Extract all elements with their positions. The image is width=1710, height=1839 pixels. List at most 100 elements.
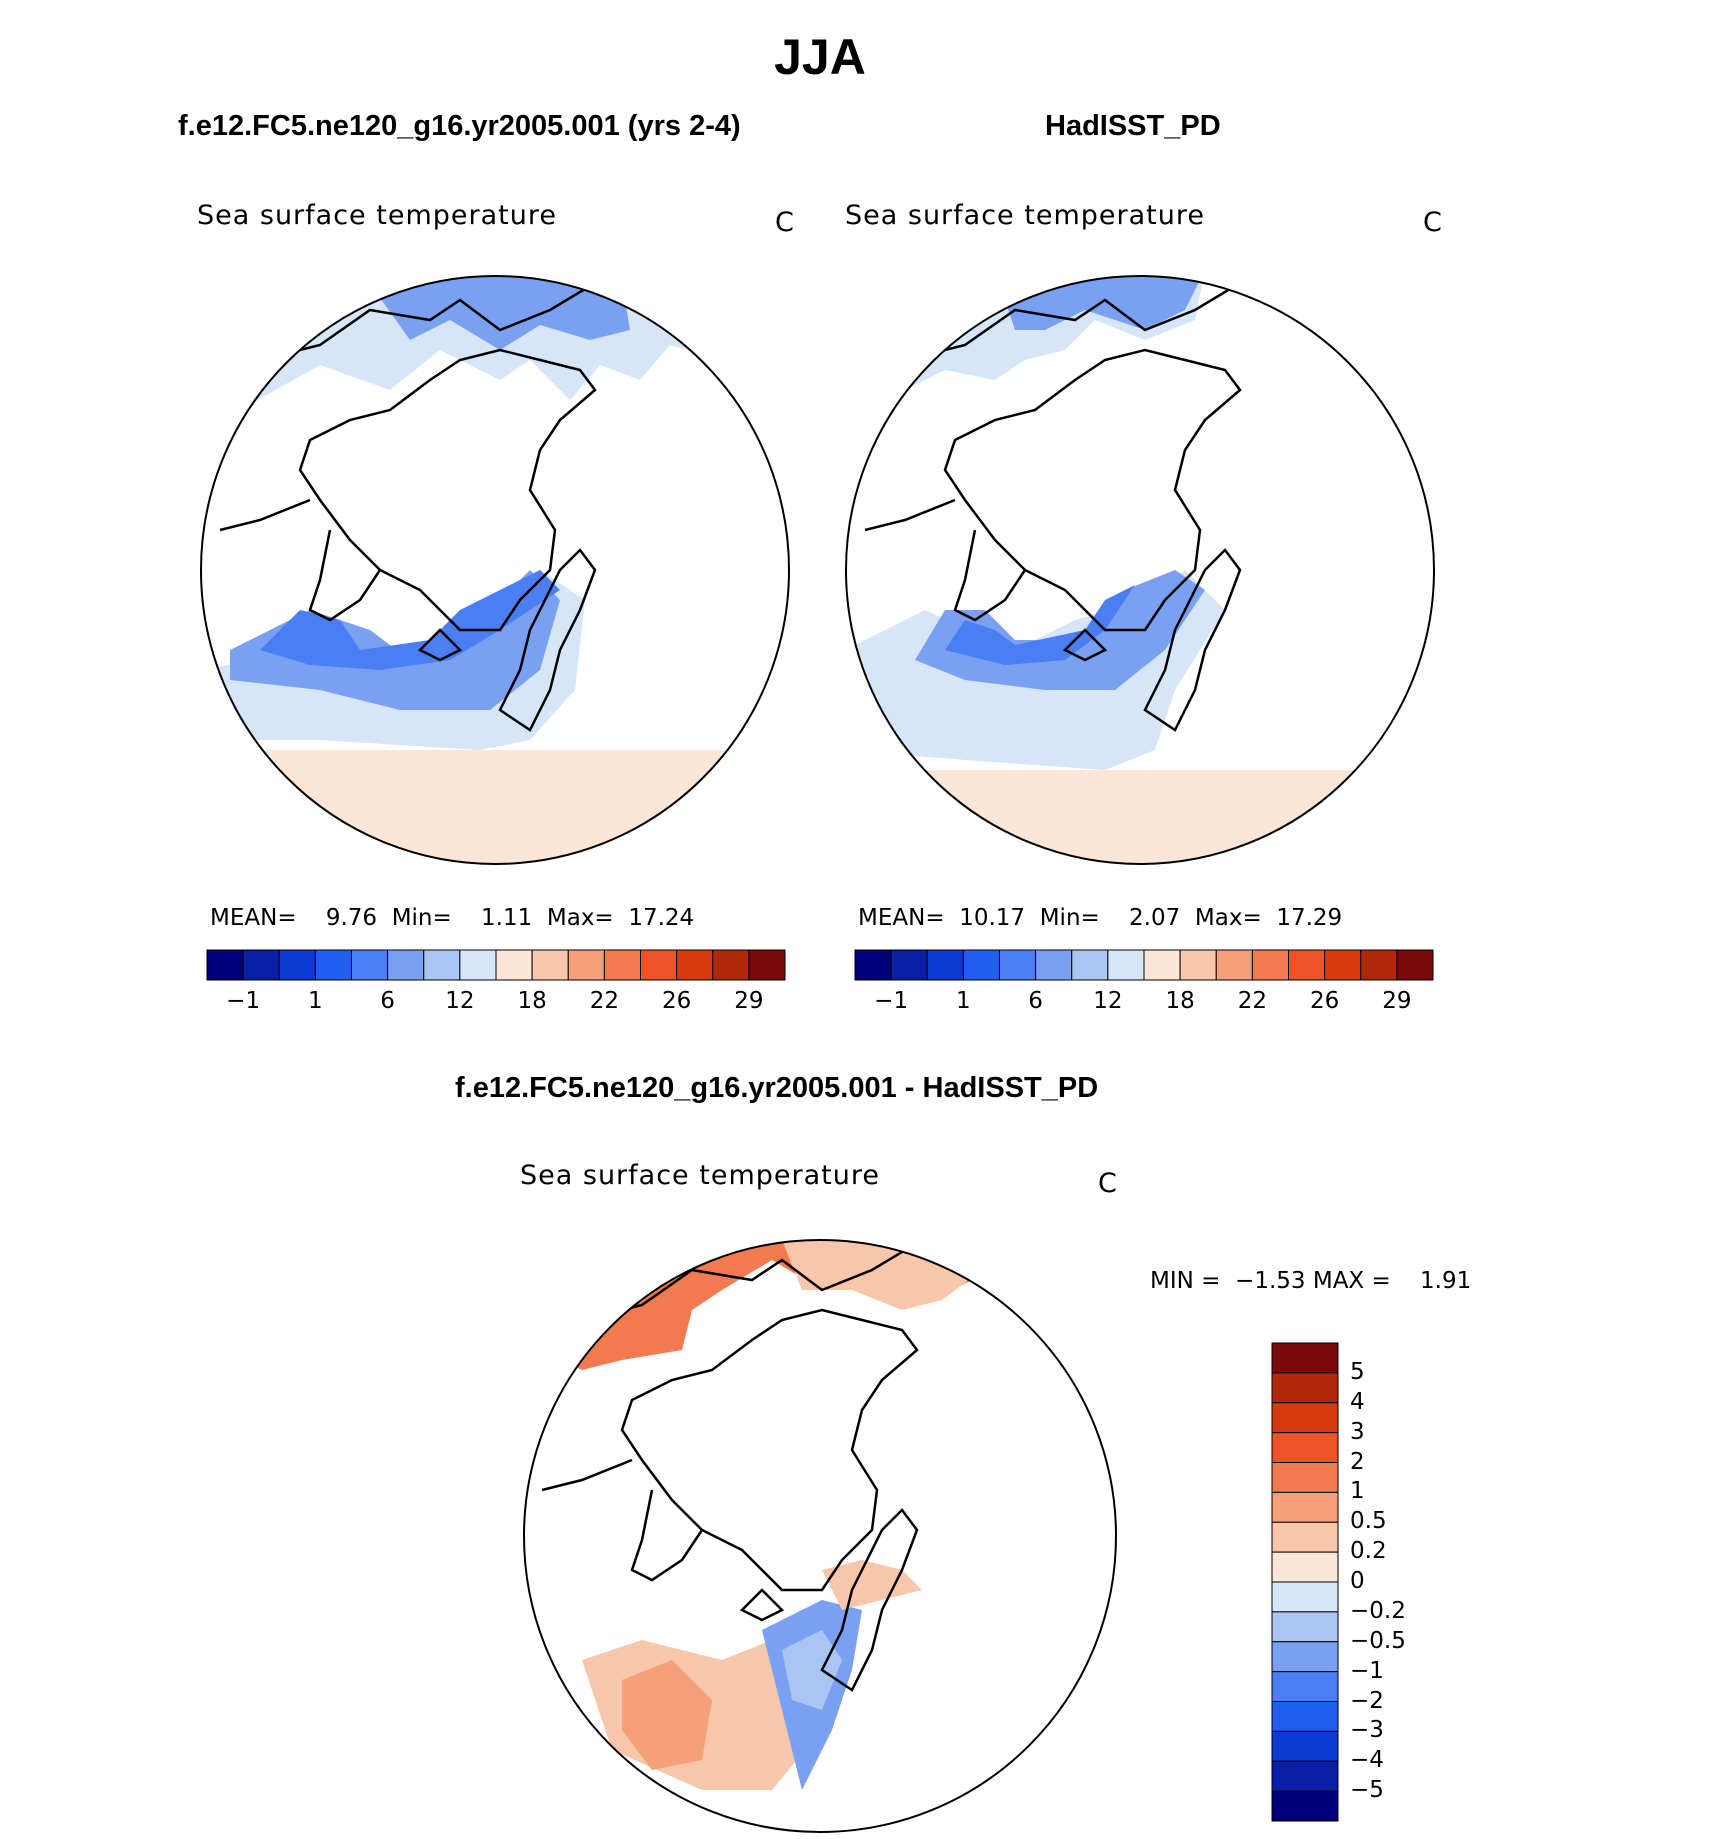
panel-2-colorbar-box: [1396, 949, 1434, 981]
panel-2-colorbar-tick-label: 18: [1165, 988, 1195, 1014]
panel-1-colorbar-box: [278, 949, 316, 981]
panel-2-variable: Sea surface temperature: [845, 200, 1205, 231]
panel-3-colorbar-tick-label: −4: [1350, 1747, 1384, 1774]
panel-2-stats: MEAN= 10.17 Min= 2.07 Max= 17.29: [858, 905, 1342, 931]
panel-3-colorbar-tick-label: −1: [1350, 1657, 1384, 1684]
panel-3-colorbar-box: [1271, 1462, 1339, 1493]
panel-1-colorbar-box: [314, 949, 352, 981]
panel-2-coastline: [864, 278, 1246, 732]
panel-1-colorbar-box: [567, 949, 605, 981]
panel-2-colorbar-box: [1107, 949, 1145, 981]
panel-3-colorbar-box: [1271, 1581, 1339, 1613]
panel-3-colorbar-box: [1271, 1730, 1339, 1762]
panel-2-atlantic-sst-warm: [846, 770, 1434, 864]
panel-2-colorbar-box: [1179, 949, 1217, 981]
panel-3-colorbar-tick-label: 4: [1350, 1388, 1365, 1415]
panel-2-colorbar-ticks: −1 1 6 12 18 22 26 29: [855, 988, 1433, 1018]
panel-3-colorbar-tick-label: 1: [1350, 1478, 1365, 1505]
panel-3-colorbar-tick-label: −3: [1350, 1717, 1384, 1744]
panel-3-colorbar-box: [1271, 1671, 1339, 1702]
panel-1-colorbar-tick-label: 29: [734, 988, 764, 1014]
panel-1-colorbar-tick-label: 22: [589, 988, 620, 1014]
panel-2-colorbar-tick-label: 22: [1237, 988, 1268, 1014]
panel-3-colorbar-box: [1271, 1760, 1339, 1792]
panel-2-colorbar-box: [854, 949, 892, 981]
panel-3-colorbar-box: [1271, 1790, 1339, 1822]
panel-3-atlantic-diff-mid: [782, 1630, 842, 1710]
panel-3-colorbar-box: [1271, 1342, 1339, 1374]
panel-2-atlantic-sst-cold: [945, 585, 1135, 665]
panel-3-colorbar-tick-label: 3: [1350, 1418, 1365, 1445]
panel-3-variable: Sea surface temperature: [520, 1160, 880, 1191]
panel-1-colorbar-box: [495, 949, 533, 981]
panel-1-colorbar-tick-label: 6: [380, 988, 395, 1014]
panel-3-colorbar-tick-label: 5: [1350, 1358, 1365, 1385]
panel-1-title: f.e12.FC5.ne120_g16.yr2005.001 (yrs 2-4): [178, 110, 741, 142]
panel-3-colorbar-box: [1271, 1432, 1339, 1463]
panel-1-min: 1.11: [481, 905, 533, 931]
panel-2-map: [845, 275, 1435, 865]
panel-2-colorbar-box: [962, 949, 1000, 981]
panel-3-colorbar-box: [1271, 1402, 1339, 1434]
panel-1-colorbar-tick-label: 1: [308, 988, 323, 1014]
panel-3-units: C: [1098, 1168, 1117, 1199]
panel-3-colorbar-box: [1271, 1372, 1339, 1404]
panel-1-units: C: [775, 207, 794, 238]
panel-2-colorbar-box: [999, 949, 1037, 981]
panel-1-colorbar-box: [351, 949, 389, 981]
panel-2-mean-label: MEAN=: [858, 905, 945, 931]
panel-1-colorbar-box: [603, 949, 641, 981]
panel-1-colorbar-tick-label: 26: [661, 988, 692, 1014]
panel-1-colorbar-tick-label: −1: [226, 988, 261, 1014]
panel-1-map: [200, 275, 790, 865]
panel-2-colorbar-tick-label: −1: [874, 988, 909, 1014]
main-title: JJA: [774, 29, 866, 85]
panel-2-colorbar-box: [1324, 949, 1362, 981]
panel-1-colorbar-box: [712, 949, 750, 981]
panel-1-colorbar-box: [206, 949, 244, 981]
panel-1-colorbar-box: [387, 949, 425, 981]
panel-2-max: 17.29: [1276, 905, 1343, 931]
panel-3-colorbar-box: [1271, 1491, 1339, 1523]
panel-2-colorbar: [854, 949, 1434, 981]
panel-2-min-label: Min=: [1039, 905, 1100, 931]
panel-3-colorbar-tick-label: −2: [1350, 1687, 1384, 1714]
panel-1-colorbar-ticks: −1 1 6 12 18 22 26 29: [207, 988, 785, 1018]
panel-1-colorbar-box: [640, 949, 678, 981]
panel-1-pacific-sst-cold: [360, 276, 630, 350]
panel-1-coastline: [219, 278, 601, 732]
panel-3-colorbar-tick-label: −5: [1350, 1777, 1384, 1804]
panel-3-colorbar-tick-label: 0.2: [1350, 1538, 1387, 1565]
panel-2-colorbar-box: [1143, 949, 1181, 981]
panel-1-mean: 9.76: [325, 905, 378, 931]
panel-3-colorbar-ticks: 5 4 3 2 1 0.5 0.2 0 −0.2 −0.5 −1 −2 −3 −4 −5: [1350, 1343, 1460, 1821]
panel-3-colorbar-box: [1271, 1611, 1339, 1643]
panel-3-stats: MIN = −1.53 MAX = 1.91: [1150, 1268, 1471, 1294]
panel-3-coastline: [541, 1240, 923, 1692]
panel-1-colorbar-box: [459, 949, 497, 981]
panel-3-colorbar: [1271, 1342, 1339, 1822]
panel-1-atlantic-sst-warm: [201, 750, 789, 864]
panel-3-min: −1.53: [1235, 1268, 1306, 1294]
panel-3-max-label: MAX =: [1312, 1268, 1391, 1294]
panel-3-max: 1.91: [1420, 1268, 1472, 1294]
panel-2-min: 2.07: [1129, 905, 1181, 931]
panel-2-colorbar-box: [1035, 949, 1073, 981]
panel-1-colorbar-box: [423, 949, 461, 981]
panel-2-colorbar-box: [1071, 949, 1109, 981]
panel-2-colorbar-box: [1288, 949, 1326, 981]
panel-1-stats: MEAN= 9.76 Min= 1.11 Max= 17.24: [210, 905, 694, 931]
panel-1-variable: Sea surface temperature: [197, 200, 557, 231]
panel-1-max-label: Max=: [546, 905, 614, 931]
panel-3-colorbar-tick-label: 2: [1350, 1448, 1365, 1475]
panel-2-colorbar-box: [1215, 949, 1253, 981]
panel-2-max-label: Max=: [1194, 905, 1262, 931]
panel-1-colorbar-tick-label: 12: [445, 988, 475, 1014]
panel-3-title: f.e12.FC5.ne120_g16.yr2005.001 - HadISST…: [455, 1072, 1099, 1104]
panel-1-colorbar-tick-label: 18: [517, 988, 547, 1014]
panel-3-atlantic-diff-warm: [622, 1660, 712, 1770]
panel-3-barents-diff-warm: [822, 1560, 922, 1610]
panel-1-colorbar-box: [676, 949, 714, 981]
panel-2-mean: 10.17: [959, 905, 1026, 931]
panel-3-colorbar-box: [1271, 1521, 1339, 1553]
